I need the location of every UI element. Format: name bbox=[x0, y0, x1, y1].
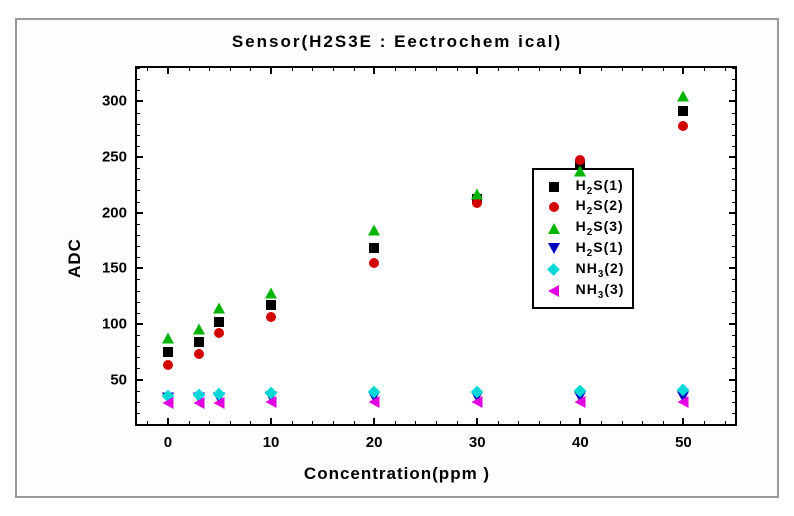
x-axis-label: Concentration(ppm ) bbox=[17, 464, 777, 484]
y-axis-label: ADC bbox=[65, 238, 85, 278]
legend-label: H2S(1) bbox=[576, 177, 624, 197]
chart-frame: Sensor(H2S3E : Eectrochem ical) ADC Conc… bbox=[15, 18, 779, 498]
data-point bbox=[678, 121, 688, 131]
data-point bbox=[548, 223, 560, 234]
data-point bbox=[548, 243, 560, 254]
data-point bbox=[575, 396, 586, 408]
data-point bbox=[266, 396, 277, 408]
data-point bbox=[369, 258, 379, 268]
legend-label: H2S(2) bbox=[576, 197, 624, 217]
legend-item: H2S(1) bbox=[542, 177, 625, 197]
legend-item: NH3(3) bbox=[542, 281, 625, 301]
data-point bbox=[214, 317, 224, 327]
data-point bbox=[368, 225, 380, 236]
legend-item: H2S(3) bbox=[542, 218, 625, 238]
x-tick-label: 40 bbox=[572, 424, 589, 451]
data-point bbox=[574, 166, 586, 177]
legend-label: H2S(1) bbox=[576, 239, 624, 259]
data-point bbox=[678, 106, 688, 116]
y-tick-label: 300 bbox=[102, 93, 137, 110]
data-point bbox=[194, 337, 204, 347]
data-point bbox=[548, 285, 559, 297]
data-point bbox=[472, 396, 483, 408]
data-point bbox=[547, 263, 560, 276]
data-point bbox=[471, 188, 483, 199]
x-tick-label: 30 bbox=[469, 424, 486, 451]
y-tick-label: 250 bbox=[102, 149, 137, 166]
chart-title: Sensor(H2S3E : Eectrochem ical) bbox=[17, 32, 777, 52]
data-point bbox=[369, 243, 379, 253]
data-point bbox=[369, 396, 380, 408]
data-point bbox=[193, 324, 205, 335]
data-point bbox=[213, 303, 225, 314]
data-point bbox=[214, 397, 225, 409]
legend-label: H2S(3) bbox=[576, 218, 624, 238]
data-point bbox=[575, 155, 585, 165]
y-tick-label: 150 bbox=[102, 260, 137, 277]
data-point bbox=[266, 300, 276, 310]
data-point bbox=[678, 396, 689, 408]
data-point bbox=[194, 349, 204, 359]
y-tick-label: 50 bbox=[110, 371, 137, 388]
y-tick-label: 200 bbox=[102, 204, 137, 221]
data-point bbox=[266, 312, 276, 322]
legend-item: NH3(2) bbox=[542, 260, 625, 280]
data-point bbox=[163, 360, 173, 370]
plot-area: H2S(1)H2S(2)H2S(3)H2S(1)NH3(2)NH3(3) 501… bbox=[135, 66, 737, 426]
x-tick-label: 20 bbox=[366, 424, 383, 451]
data-point bbox=[193, 397, 204, 409]
data-point bbox=[549, 182, 559, 192]
data-point bbox=[549, 202, 559, 212]
data-point bbox=[163, 347, 173, 357]
legend-box: H2S(1)H2S(2)H2S(3)H2S(1)NH3(2)NH3(3) bbox=[532, 168, 635, 310]
legend-label: NH3(3) bbox=[576, 281, 625, 301]
data-point bbox=[162, 333, 174, 344]
x-tick-label: 10 bbox=[263, 424, 280, 451]
data-point bbox=[214, 328, 224, 338]
data-point bbox=[265, 287, 277, 298]
y-tick-label: 100 bbox=[102, 315, 137, 332]
x-tick-label: 0 bbox=[164, 424, 172, 451]
legend-item: H2S(2) bbox=[542, 197, 625, 217]
data-point bbox=[677, 90, 689, 101]
legend-item: H2S(1) bbox=[542, 239, 625, 259]
legend-label: NH3(2) bbox=[576, 260, 625, 280]
data-point bbox=[162, 397, 173, 409]
x-tick-label: 50 bbox=[675, 424, 692, 451]
